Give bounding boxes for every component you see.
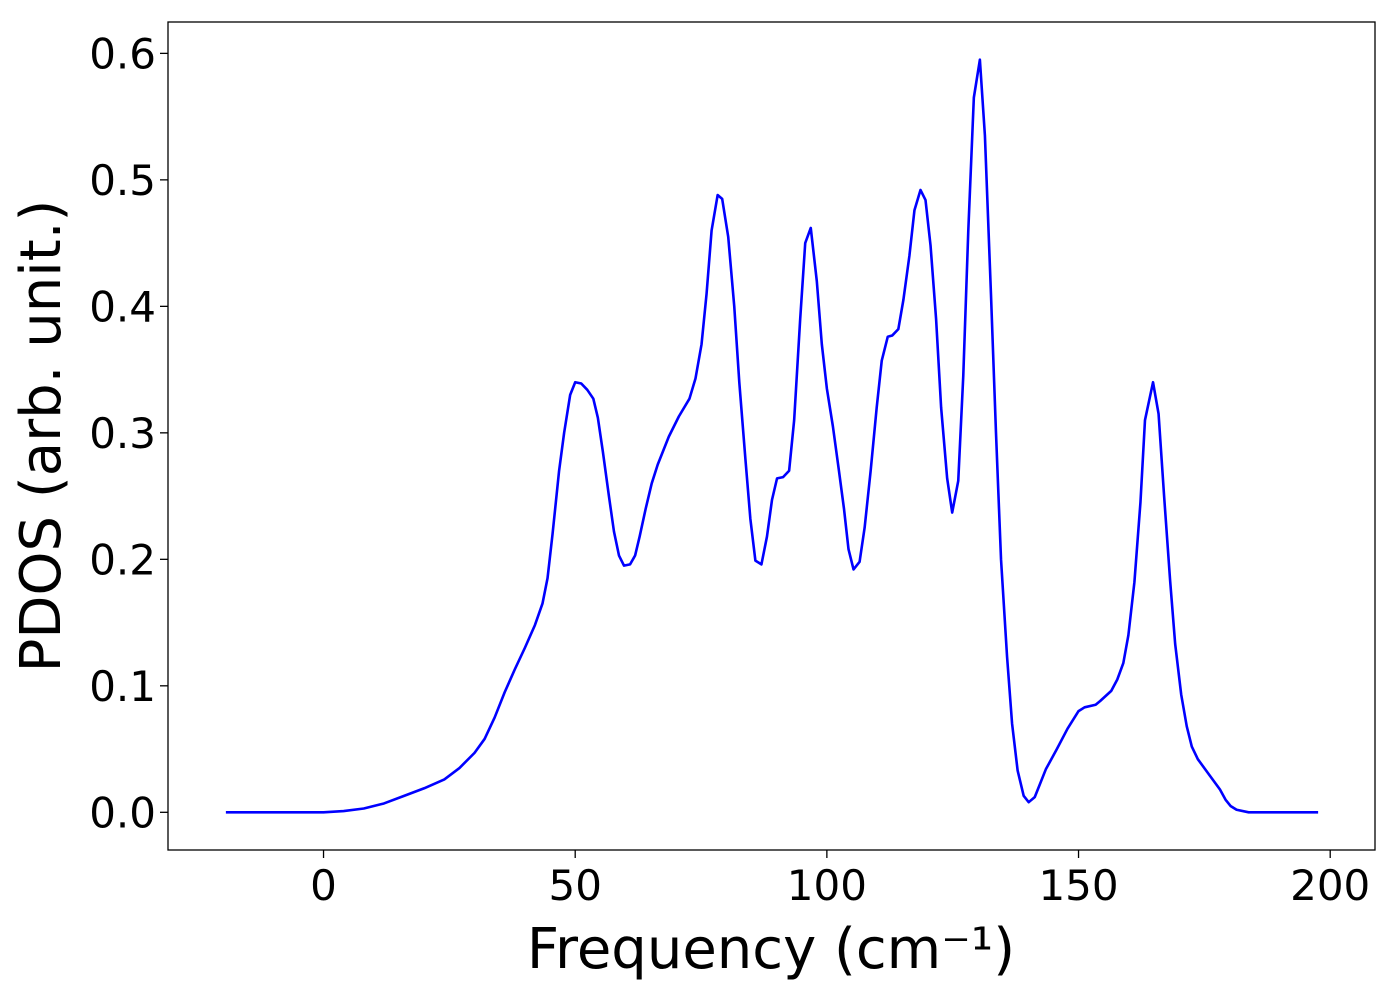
x-tick-label: 50: [548, 861, 601, 910]
y-tick-label: 0.3: [89, 409, 156, 458]
y-axis-label: PDOS (arb. unit.): [9, 200, 74, 673]
y-tick-label: 0.0: [89, 788, 156, 837]
y-tick-label: 0.4: [89, 282, 156, 331]
x-axis-label: Frequency (cm⁻¹): [527, 917, 1015, 982]
pdos-line: [225, 58, 1319, 814]
plot-frame: [167, 21, 1376, 851]
y-tick-label: 0.1: [89, 662, 156, 711]
x-tick-label: 200: [1290, 861, 1370, 910]
x-tick-label: 150: [1038, 861, 1118, 910]
y-tick-label: 0.5: [89, 156, 156, 205]
y-tick-label: 0.6: [89, 29, 156, 78]
x-tick-label: 0: [310, 861, 337, 910]
y-tick-label: 0.2: [89, 535, 156, 584]
x-tick-label: 100: [787, 861, 867, 910]
